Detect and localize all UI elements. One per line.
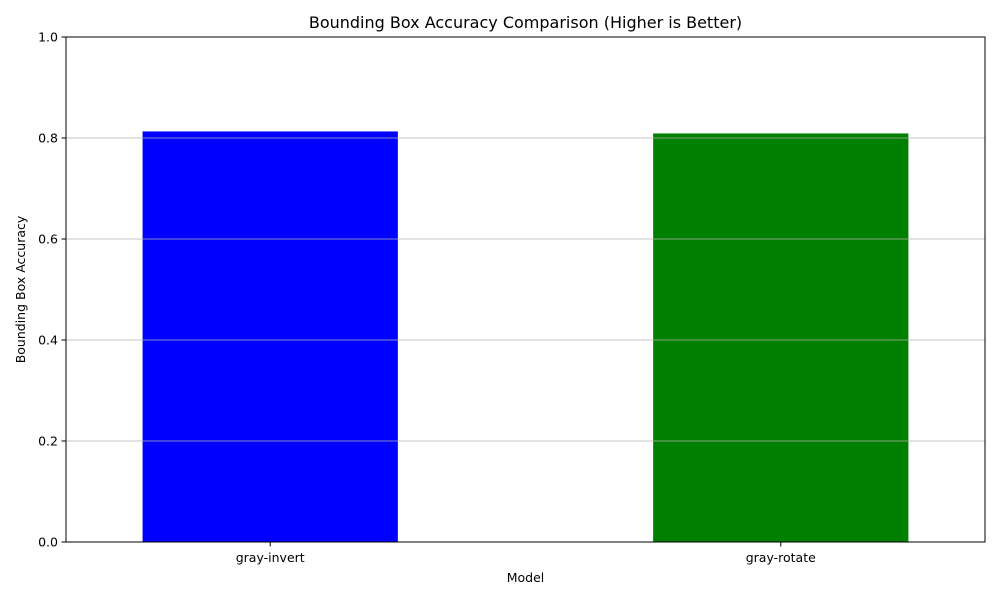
x-axis-label: Model — [507, 570, 545, 585]
y-tick-label: 0.4 — [38, 333, 58, 348]
plot-frame — [65, 36, 986, 543]
y-tick-label: 0.8 — [38, 131, 58, 146]
y-tick-label: 0.6 — [38, 232, 58, 247]
x-tick-label: gray-rotate — [746, 550, 816, 565]
y-axis-label: Bounding Box Accuracy — [13, 215, 28, 363]
bar-gray-invert — [142, 131, 398, 542]
x-tick-label: gray-invert — [236, 550, 305, 565]
y-tick-label: 1.0 — [38, 30, 58, 45]
chart-title: Bounding Box Accuracy Comparison (Higher… — [309, 13, 742, 32]
x-axis-ticks: gray-invert gray-rotate — [236, 542, 816, 565]
bars — [142, 131, 909, 542]
y-tick-label: 0.2 — [38, 434, 58, 449]
y-tick-label: 0.0 — [38, 535, 58, 550]
bar-gray-rotate — [653, 133, 909, 542]
y-axis-ticks: 0.0 0.2 0.4 0.6 0.8 1.0 — [38, 30, 66, 550]
